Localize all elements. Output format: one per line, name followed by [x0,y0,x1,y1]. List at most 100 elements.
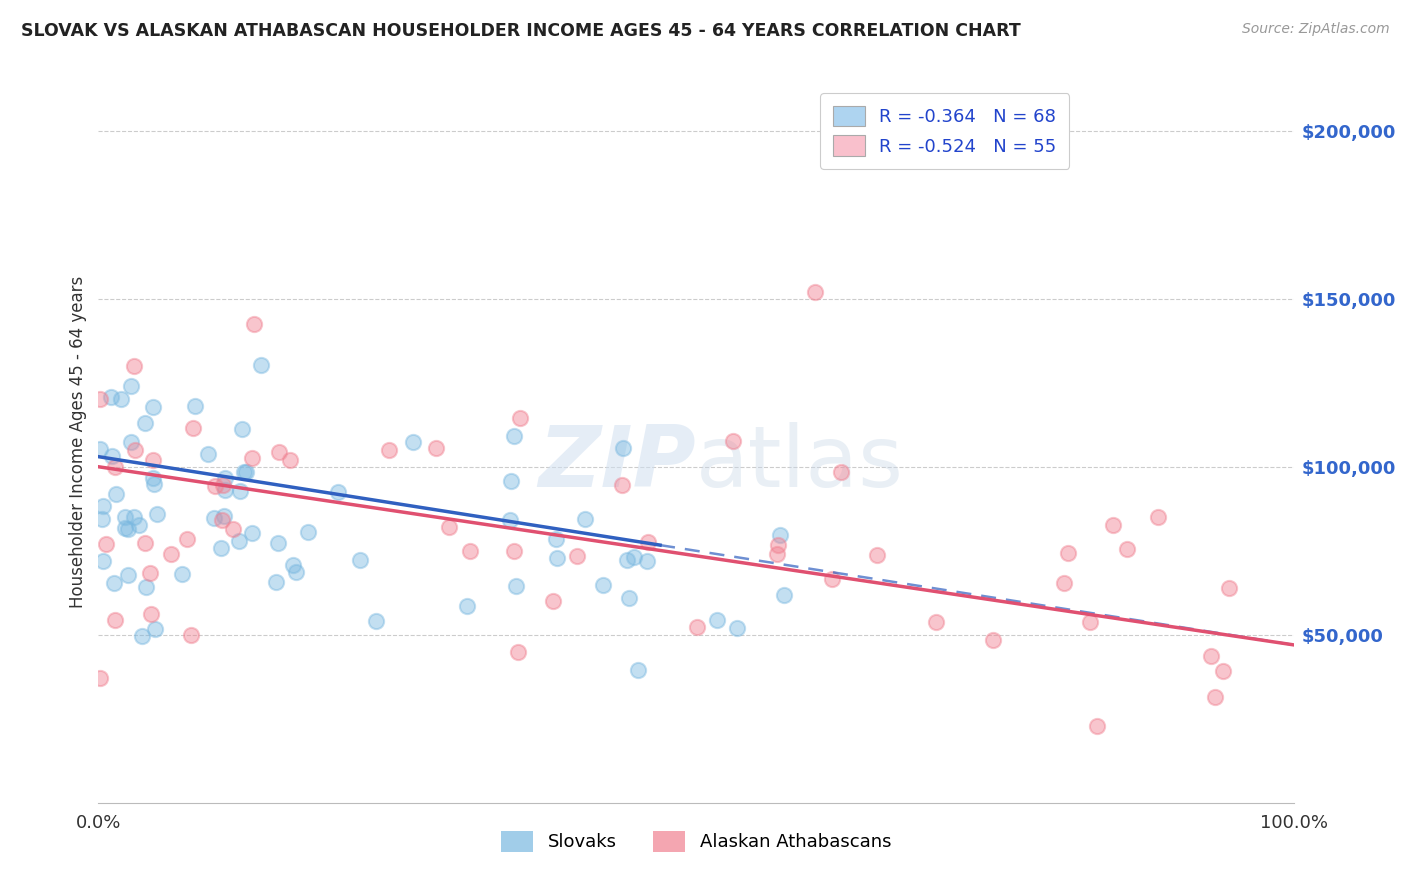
Point [1212,665,1234,679]
Point [541,594,564,608]
Point [349,553,371,567]
Point [623,549,645,564]
Point [143,476,166,491]
Point [1053,576,1076,591]
Point [214,483,236,497]
Point [101,449,124,463]
Point [686,620,709,634]
Point [231,422,253,436]
Point [364,614,387,628]
Text: atlas: atlas [696,422,904,505]
Point [499,513,522,527]
Point [120,434,142,449]
Legend: Slovaks, Alaskan Athabascans: Slovaks, Alaskan Athabascans [494,823,898,859]
Point [1116,541,1139,556]
Point [1085,719,1108,733]
Point [574,512,596,526]
Point [402,435,425,450]
Point [197,447,219,461]
Point [264,574,287,589]
Point [616,552,638,566]
Point [546,532,568,546]
Text: SLOVAK VS ALASKAN ATHABASCAN HOUSEHOLDER INCOME AGES 45 - 64 YEARS CORRELATION C: SLOVAK VS ALASKAN ATHABASCAN HOUSEHOLDER… [21,22,1021,40]
Point [1201,649,1223,664]
Point [89,671,111,685]
Point [94,537,117,551]
Point [1102,518,1125,533]
Point [91,554,114,568]
Point [240,451,263,466]
Point [925,615,948,629]
Point [117,568,139,582]
Point [142,470,165,484]
Point [214,471,236,485]
Point [103,576,125,591]
Point [377,443,399,458]
Point [204,511,226,525]
Point [240,525,263,540]
Point [229,483,252,498]
Point [211,478,233,492]
Point [499,474,522,488]
Point [222,522,245,536]
Point [135,580,157,594]
Point [143,622,166,636]
Point [503,428,526,442]
Point [866,548,889,562]
Point [176,532,198,546]
Point [104,613,127,627]
Point [114,521,136,535]
Point [104,460,127,475]
Point [235,466,257,480]
Point [89,392,111,406]
Point [243,318,266,332]
Point [637,534,659,549]
Point [567,549,589,563]
Text: ZIP: ZIP [538,422,696,505]
Point [232,465,254,479]
Point [91,512,114,526]
Point [124,510,146,524]
Point [131,629,153,643]
Point [458,544,481,558]
Point [142,452,165,467]
Point [765,547,787,561]
Point [181,420,204,434]
Point [981,633,1004,648]
Point [612,441,634,455]
Point [160,547,183,561]
Point [204,478,226,492]
Point [768,538,790,552]
Point [505,578,527,592]
Point [278,453,301,467]
Point [773,588,796,602]
Point [437,520,460,534]
Point [592,578,614,592]
Point [180,628,202,642]
Point [91,500,114,514]
Point [114,510,136,524]
Point [104,487,127,501]
Point [456,599,478,613]
Point [146,507,169,521]
Y-axis label: Householder Income Ages 45 - 64 years: Householder Income Ages 45 - 64 years [69,276,87,607]
Point [139,607,162,621]
Point [142,401,165,415]
Point [170,566,193,581]
Point [1218,581,1240,595]
Text: Source: ZipAtlas.com: Source: ZipAtlas.com [1241,22,1389,37]
Point [184,400,207,414]
Point [134,535,156,549]
Point [89,442,111,456]
Point [267,536,290,550]
Point [128,518,150,533]
Point [211,513,233,527]
Point [821,573,844,587]
Point [617,591,640,606]
Point [326,484,349,499]
Point [627,663,650,677]
Point [120,379,142,393]
Point [509,410,531,425]
Point [723,434,745,449]
Point [100,390,122,404]
